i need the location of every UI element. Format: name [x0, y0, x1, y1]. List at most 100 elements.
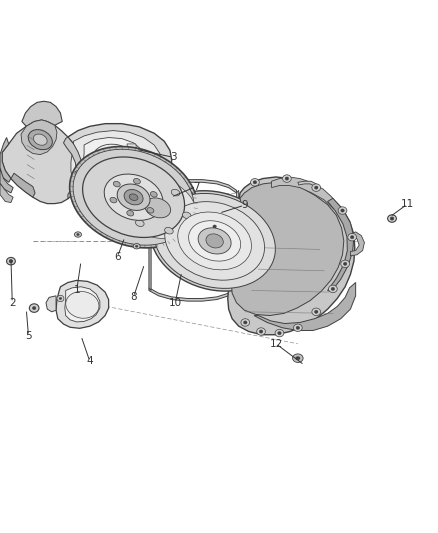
Ellipse shape	[92, 144, 138, 179]
Ellipse shape	[314, 186, 318, 189]
Polygon shape	[0, 183, 13, 203]
Polygon shape	[0, 138, 11, 182]
Ellipse shape	[293, 354, 303, 362]
Text: 11: 11	[401, 199, 414, 209]
Text: 4: 4	[86, 357, 93, 366]
Ellipse shape	[83, 157, 184, 238]
Ellipse shape	[278, 332, 281, 335]
Polygon shape	[350, 232, 364, 256]
Ellipse shape	[32, 306, 36, 310]
Ellipse shape	[154, 193, 276, 288]
Polygon shape	[56, 280, 109, 328]
Ellipse shape	[348, 233, 357, 241]
Text: 9: 9	[241, 200, 248, 210]
Ellipse shape	[135, 220, 144, 227]
Polygon shape	[254, 282, 356, 330]
Ellipse shape	[285, 177, 289, 180]
Ellipse shape	[113, 181, 120, 187]
Ellipse shape	[275, 329, 284, 337]
Text: 6: 6	[114, 252, 121, 262]
Text: 8: 8	[130, 292, 137, 302]
Text: 10: 10	[169, 298, 182, 308]
Ellipse shape	[133, 244, 140, 249]
Ellipse shape	[189, 221, 240, 261]
Ellipse shape	[259, 330, 263, 333]
Ellipse shape	[127, 211, 134, 216]
Ellipse shape	[134, 179, 140, 184]
Ellipse shape	[9, 260, 13, 263]
Ellipse shape	[206, 234, 223, 248]
Ellipse shape	[343, 262, 347, 265]
Ellipse shape	[293, 324, 302, 332]
Ellipse shape	[135, 245, 138, 247]
Ellipse shape	[28, 130, 52, 150]
Ellipse shape	[341, 209, 344, 212]
Polygon shape	[22, 101, 62, 126]
Ellipse shape	[150, 191, 279, 291]
Ellipse shape	[155, 163, 161, 168]
Polygon shape	[237, 190, 239, 290]
Text: 2: 2	[9, 298, 16, 308]
Ellipse shape	[283, 175, 291, 182]
Ellipse shape	[124, 190, 143, 205]
Text: 12: 12	[269, 339, 283, 349]
Ellipse shape	[198, 228, 231, 254]
Ellipse shape	[338, 207, 347, 214]
Polygon shape	[65, 287, 100, 322]
Ellipse shape	[328, 285, 337, 293]
Ellipse shape	[33, 134, 47, 146]
Ellipse shape	[75, 171, 81, 176]
Ellipse shape	[7, 257, 15, 265]
Ellipse shape	[350, 236, 354, 239]
Polygon shape	[272, 177, 337, 209]
Ellipse shape	[59, 297, 62, 300]
Polygon shape	[149, 288, 237, 301]
Ellipse shape	[104, 174, 163, 220]
Ellipse shape	[165, 201, 265, 280]
Text: 3: 3	[170, 152, 177, 162]
Ellipse shape	[244, 321, 247, 324]
Ellipse shape	[29, 304, 39, 312]
Ellipse shape	[70, 147, 198, 248]
Ellipse shape	[211, 223, 219, 230]
Ellipse shape	[114, 174, 201, 242]
Ellipse shape	[57, 295, 64, 302]
Ellipse shape	[251, 179, 259, 186]
Polygon shape	[71, 131, 161, 197]
Polygon shape	[64, 137, 82, 199]
Polygon shape	[127, 144, 137, 150]
Ellipse shape	[77, 233, 79, 236]
Ellipse shape	[241, 319, 250, 326]
Text: 5: 5	[25, 331, 32, 341]
Ellipse shape	[331, 287, 335, 290]
Ellipse shape	[73, 149, 194, 245]
Polygon shape	[228, 177, 355, 335]
Ellipse shape	[314, 310, 318, 313]
Polygon shape	[21, 120, 57, 155]
Ellipse shape	[142, 182, 151, 188]
Text: 1: 1	[73, 286, 80, 295]
Ellipse shape	[150, 191, 157, 197]
Polygon shape	[65, 124, 172, 206]
Ellipse shape	[66, 292, 99, 318]
Polygon shape	[298, 181, 321, 189]
Ellipse shape	[149, 190, 155, 196]
Polygon shape	[2, 120, 82, 204]
Ellipse shape	[129, 194, 138, 200]
Ellipse shape	[213, 225, 216, 228]
Ellipse shape	[124, 197, 133, 204]
Ellipse shape	[110, 197, 117, 203]
Ellipse shape	[296, 357, 300, 360]
Polygon shape	[11, 173, 35, 197]
Text: 7: 7	[193, 182, 200, 191]
Polygon shape	[149, 190, 151, 290]
Ellipse shape	[165, 228, 173, 234]
Polygon shape	[46, 296, 56, 312]
Ellipse shape	[253, 181, 257, 184]
Ellipse shape	[145, 198, 171, 218]
Ellipse shape	[390, 217, 394, 220]
Ellipse shape	[171, 189, 180, 196]
Ellipse shape	[117, 184, 150, 211]
Ellipse shape	[183, 212, 191, 219]
Polygon shape	[83, 138, 145, 184]
